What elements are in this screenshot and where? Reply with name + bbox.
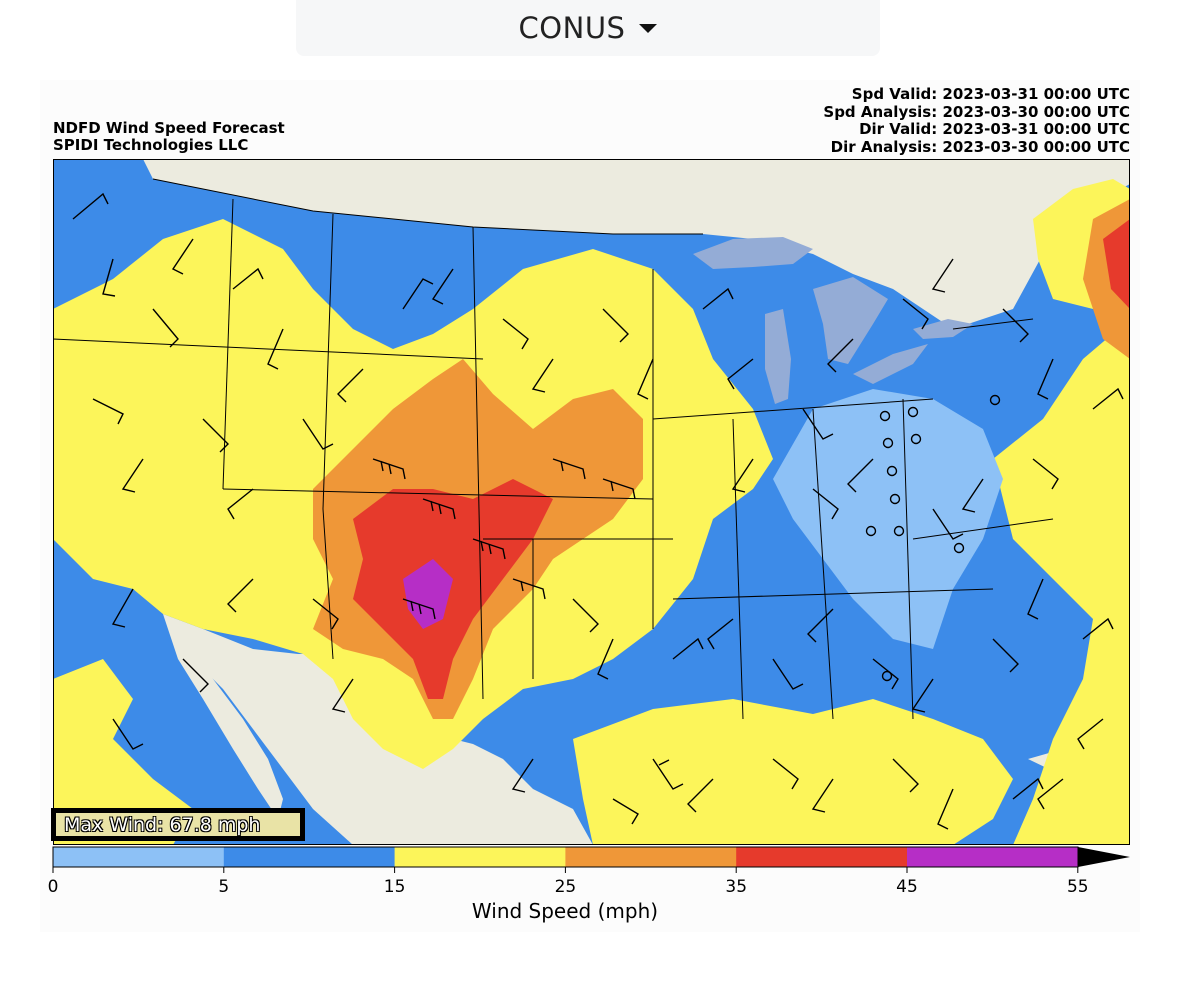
- colorbar-tick-label: 55: [1067, 877, 1089, 897]
- colorbar-tick-label: 45: [896, 877, 918, 897]
- colorbar-tick-label: 35: [725, 877, 747, 897]
- lake-superior: [693, 237, 813, 269]
- caret-down-icon: [639, 23, 658, 33]
- spd-valid: Spd Valid: 2023-03-31 00:00 UTC: [851, 85, 1130, 103]
- wind-map-figure: NDFD Wind Speed Forecast SPIDI Technolog…: [40, 80, 1140, 932]
- lake-erie: [853, 344, 928, 384]
- canada-land: [143, 159, 1130, 329]
- map-title-line-1: NDFD Wind Speed Forecast: [53, 119, 285, 137]
- wind-45-55-core: [403, 559, 453, 629]
- wind-15-25-east: [993, 319, 1130, 845]
- baja-land: [163, 614, 283, 819]
- region-select[interactable]: CONUS: [296, 0, 880, 56]
- colorbar-bin: [565, 847, 737, 867]
- map-title-line-2: SPIDI Technologies LLC: [53, 136, 249, 154]
- lake-michigan: [765, 309, 791, 404]
- wind-speed-map: [53, 159, 1130, 845]
- colorbar-frame: [52, 846, 1079, 868]
- dir-analysis: Dir Analysis: 2023-03-30 00:00 UTC: [830, 137, 1130, 156]
- colorbar-ticks: 0 5 15 25 35 45 55: [48, 867, 1089, 897]
- wind-15-25-south: [53, 659, 193, 845]
- wind-0-5-ohio-valley: [773, 389, 1003, 649]
- colorbar-tick-label: 25: [555, 877, 577, 897]
- colorbar-extend-arrow: [1078, 847, 1130, 867]
- wind-35-45-ne: [1103, 219, 1130, 309]
- region-select-value: CONUS: [518, 11, 626, 45]
- lake-huron: [813, 277, 888, 364]
- colorbar-bins: [53, 847, 1079, 867]
- colorbar-label: Wind Speed (mph): [472, 899, 658, 923]
- colorbar-tick-label: 0: [48, 877, 59, 897]
- wind-35-45-core: [353, 479, 553, 699]
- colorbar-bin: [394, 847, 566, 867]
- spd-analysis: Spd Analysis: 2023-03-30 00:00 UTC: [823, 102, 1130, 121]
- calm-circles: [865, 394, 1001, 682]
- lake-ontario: [913, 319, 973, 339]
- state-borders: [53, 178, 1054, 720]
- colorbar-bin: [53, 847, 225, 867]
- dir-valid: Dir Valid: 2023-03-31 00:00 UTC: [859, 120, 1130, 138]
- wind-15-25-gulf: [573, 699, 1013, 845]
- max-wind-label: Max Wind: 67.8 mph: [51, 808, 305, 841]
- colorbar-bin: [223, 847, 396, 867]
- colorbar-tick-label: 15: [384, 877, 406, 897]
- colorbar-tick-label: 5: [218, 877, 229, 897]
- colorbar-bin: [736, 847, 908, 867]
- valid-times: Spd Valid: 2023-03-31 00:00 UTC Spd Anal…: [823, 85, 1130, 156]
- colorbar-bin: [907, 847, 1079, 867]
- map-title: NDFD Wind Speed Forecast SPIDI Technolog…: [53, 120, 285, 154]
- wind-barbs: [72, 192, 1124, 830]
